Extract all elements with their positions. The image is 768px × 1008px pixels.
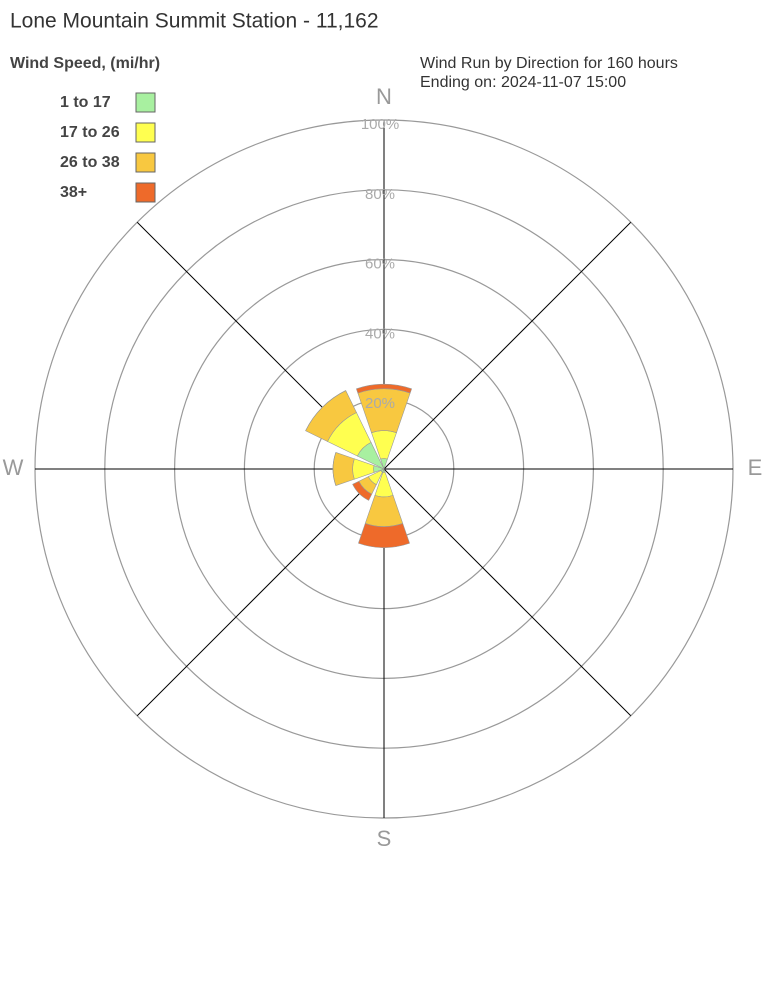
direction-label: S [377, 826, 392, 851]
legend-label: 17 to 26 [60, 124, 120, 141]
legend-swatch [135, 182, 156, 203]
r-tick-label: 40% [365, 325, 395, 342]
r-tick-label: 80% [365, 186, 395, 203]
wedge-segment [364, 495, 404, 527]
legend-title: Wind Speed, (mi/hr) [10, 55, 160, 72]
spoke [136, 468, 385, 717]
r-tick-label: 20% [365, 395, 395, 412]
direction-label: E [748, 455, 763, 480]
subtitle: Wind Run by Direction for 160 hours [420, 55, 678, 72]
legend-label: 1 to 17 [60, 94, 111, 111]
r-tick-label: 60% [365, 256, 395, 273]
subtitle: Ending on: 2024-11-07 15:00 [420, 74, 626, 91]
wedge-segment [358, 523, 410, 548]
spoke [383, 468, 632, 717]
wedge-segment [352, 480, 373, 501]
legend-swatch [135, 152, 156, 173]
spoke [383, 221, 632, 470]
wedge-segment [332, 452, 337, 486]
wedge-segment [332, 452, 355, 486]
labels: 20% 40% 60% 80% 100% N E S W 1 to 17 17 to 26 26 to… [3, 84, 763, 851]
legend-label: 26 to 38 [60, 154, 120, 171]
direction-label: N [376, 84, 392, 109]
legend-swatch [135, 92, 156, 113]
r-tick-label: 100% [361, 116, 399, 133]
wedge-segment [356, 383, 412, 394]
direction-label: W [3, 455, 24, 480]
legend-label: 38+ [60, 184, 87, 201]
wedges [305, 383, 412, 548]
chart-title: Lone Mountain Summit Station - 11,162 [10, 10, 379, 33]
legend-swatch [135, 122, 156, 143]
